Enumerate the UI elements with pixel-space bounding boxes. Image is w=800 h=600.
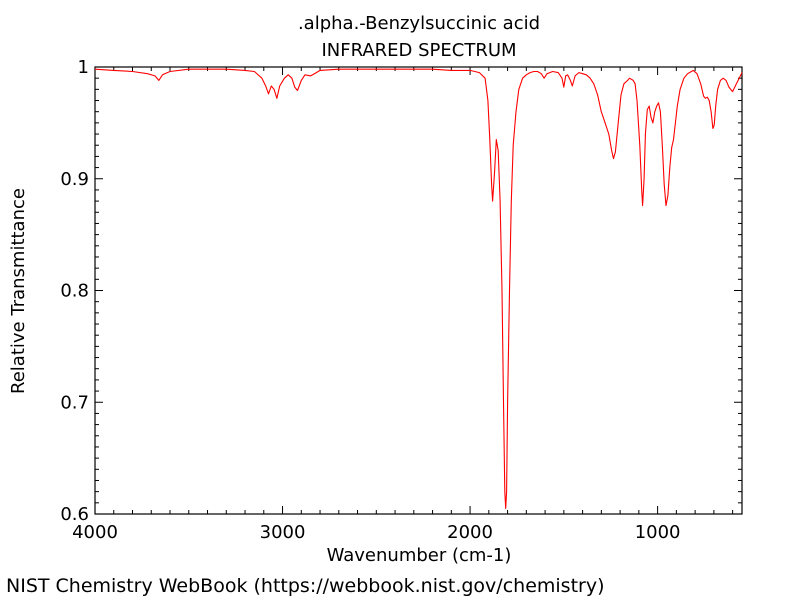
- y-tick-label: 0.9: [60, 169, 89, 190]
- x-tick-label: 2000: [447, 522, 493, 543]
- source-footer: NIST Chemistry WebBook (https://webbook.…: [6, 575, 605, 597]
- x-tick-label: 3000: [260, 522, 306, 543]
- y-axis-label: Relative Transmittance: [8, 188, 29, 394]
- chart-subtitle: INFRARED SPECTRUM: [321, 40, 516, 61]
- y-tick-label: 0.8: [60, 281, 89, 302]
- x-axis-label: Wavenumber (cm-1): [327, 545, 512, 566]
- x-axis-ticks: 4000 3000 2000 1000: [72, 67, 734, 543]
- y-axis-ticks: 0.6 0.7 0.8 0.9 1: [60, 57, 742, 525]
- x-tick-label: 4000: [72, 522, 118, 543]
- y-tick-label: 0.7: [60, 392, 89, 413]
- chart-title: .alpha.-Benzylsuccinic acid: [298, 13, 540, 34]
- spectrum-line: [94, 68, 743, 509]
- x-tick-label: 1000: [635, 522, 681, 543]
- y-tick-label: 0.6: [60, 504, 89, 525]
- y-tick-label: 1: [78, 57, 89, 78]
